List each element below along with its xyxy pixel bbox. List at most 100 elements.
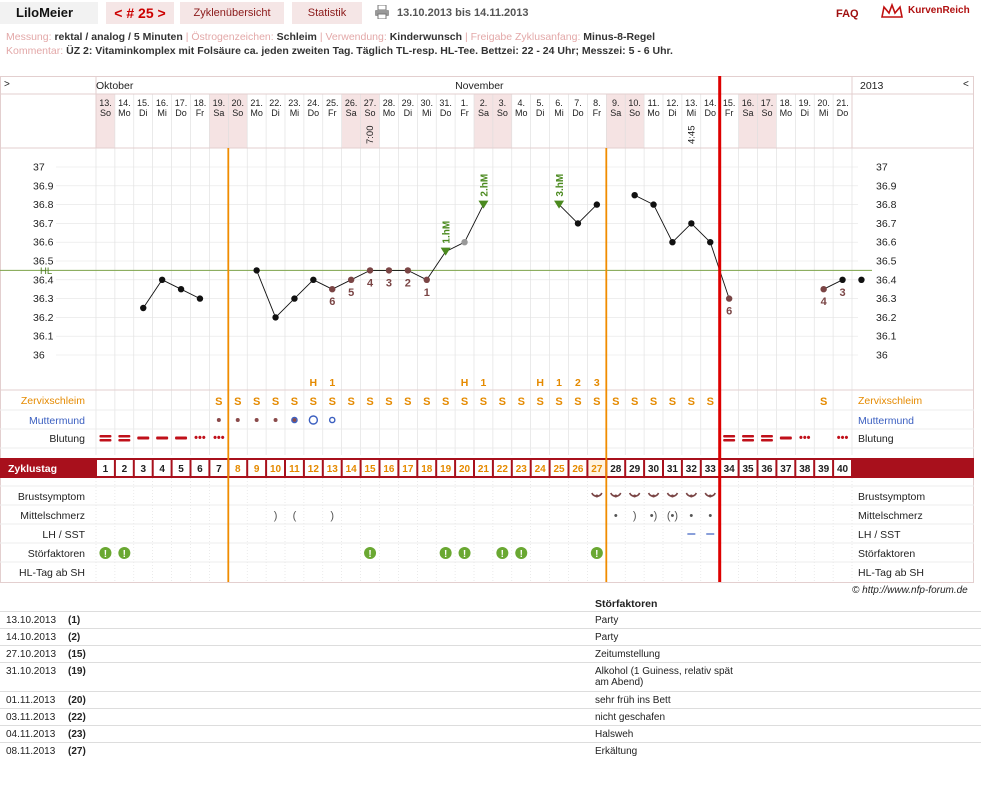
- day-number: 25.: [326, 98, 339, 108]
- peak-label: 1: [329, 377, 335, 389]
- temp-point: [688, 220, 695, 227]
- disturbance-icon-mark: !: [520, 549, 523, 560]
- weekday-label: Di: [668, 108, 677, 118]
- tab-cycle-overview[interactable]: Zyklenübersicht: [180, 2, 284, 24]
- y-tick-right: 36.4: [876, 274, 897, 286]
- nav-right-button: <: [963, 79, 969, 90]
- day-number: 31.: [439, 98, 452, 108]
- cycle-day-label: Zyklustag: [8, 463, 57, 475]
- cycle-day-cell: [286, 460, 303, 476]
- day-number: 29.: [402, 98, 415, 108]
- low-count-label: 4: [367, 277, 374, 289]
- row-label-left: Zervixschleim: [21, 395, 85, 407]
- peak-label: H: [536, 377, 544, 389]
- weekday-label: Fr: [196, 108, 205, 118]
- month-label: Oktober: [96, 80, 134, 92]
- weekday-label: Do: [308, 108, 320, 118]
- disturbance-cycle-day: (1): [68, 615, 81, 626]
- bleeding-mark: [760, 439, 773, 442]
- printer-icon[interactable]: [374, 5, 390, 19]
- y-tick-right: 36.1: [876, 331, 897, 343]
- disturbance-text: Party: [595, 615, 619, 626]
- cycle-day-number: 31: [667, 464, 679, 475]
- cycle-day-cell: [342, 460, 360, 476]
- row-label-left: HL-Tag ab SH: [19, 567, 85, 579]
- cycle-day-number: 3: [140, 464, 146, 475]
- bleeding-mark: •••: [837, 432, 849, 444]
- coverline-label: HL: [40, 266, 52, 277]
- cycle-day-number: 38: [799, 464, 811, 475]
- row-label-right: Mittelschmerz: [858, 510, 923, 522]
- cycle-day-cell: [323, 460, 341, 476]
- day-number: 17.: [761, 98, 774, 108]
- brand-logo[interactable]: KurvenReich: [908, 5, 970, 16]
- faq-link[interactable]: FAQ: [836, 8, 859, 20]
- day-number: 12.: [666, 98, 679, 108]
- weekday-label: Mo: [515, 108, 528, 118]
- day-number: 6.: [555, 98, 563, 108]
- day-number: 13.: [99, 98, 112, 108]
- year-label: 2013: [860, 80, 884, 92]
- weekend-shade: [228, 94, 248, 148]
- y-tick-right: 36: [876, 350, 888, 362]
- low-count-label: 6: [726, 306, 732, 318]
- mucus-symbol: S: [442, 396, 449, 408]
- bleeding-mark: [99, 439, 112, 442]
- cycle-day-cell: [701, 460, 719, 476]
- weekday-label: Do: [837, 108, 849, 118]
- disturbance-row: 01.11.2013 (20) sehr früh ins Bett: [0, 691, 981, 708]
- weekday-label: Mo: [383, 108, 396, 118]
- bleeding-mark: •••: [213, 432, 225, 444]
- disturbance-row: 04.11.2013 (23) Halsweh: [0, 725, 981, 742]
- weekday-label: Mo: [118, 108, 131, 118]
- disturbance-icon-mark: !: [595, 549, 598, 560]
- crown-logo-icon[interactable]: [880, 3, 904, 21]
- disturbance-icon: [439, 547, 452, 559]
- cervix-marker: [328, 416, 336, 424]
- mucus-symbol: S: [272, 396, 279, 408]
- cycle-day-number: 35: [742, 464, 754, 475]
- disturbance-icon: [118, 547, 131, 559]
- row-label-right: Muttermund: [858, 415, 914, 427]
- weekday-label: Mi: [157, 108, 167, 118]
- y-tick-left: 36.6: [33, 237, 54, 249]
- disturbance-text: Erkältung: [595, 746, 638, 757]
- disturbance-text: sehr früh ins Bett: [595, 695, 671, 706]
- weekday-label: Mo: [780, 108, 793, 118]
- low-count-label: 4: [821, 296, 828, 308]
- cycle-day-number: 13: [327, 464, 339, 475]
- mucus-symbol: S: [215, 396, 222, 408]
- weekend-shade: [209, 94, 229, 148]
- user-name[interactable]: LiloMeier: [0, 2, 98, 24]
- cycle-day-number: 32: [686, 464, 698, 475]
- cycle-day-number: 34: [724, 464, 736, 475]
- disturbance-cycle-day: (20): [68, 695, 86, 706]
- temp-segment: [275, 298, 295, 318]
- temp-segment: [313, 279, 333, 290]
- cycle-day-number: 4: [159, 464, 165, 475]
- disturbance-icon-mark: !: [501, 549, 504, 560]
- high-count-label: 2.hM: [479, 174, 490, 197]
- breast-symptom-icon: [595, 494, 599, 498]
- cycle-day-cell: [607, 460, 625, 476]
- disturbance-cycle-day: (19): [68, 666, 86, 677]
- row-label-left: Mittelschmerz: [20, 510, 85, 522]
- bleeding-mark: [137, 436, 150, 440]
- mittelschmerz-mark: ): [330, 510, 334, 522]
- temp-segment: [672, 223, 692, 243]
- day-number: 23.: [288, 98, 301, 108]
- mittelschmerz-mark: •: [689, 510, 693, 522]
- weekday-label: Sa: [213, 108, 224, 118]
- weekend-shade: [492, 94, 512, 148]
- tab-statistics[interactable]: Statistik: [292, 2, 362, 24]
- cycle-day-number: 26: [572, 464, 584, 475]
- day-number: 28.: [383, 98, 396, 108]
- cycle-day-cell: [437, 460, 455, 476]
- cycle-number-nav[interactable]: < # 25 >: [106, 2, 174, 24]
- cycle-day-cell: [418, 460, 436, 476]
- mucus-symbol: S: [593, 396, 600, 408]
- mucus-symbol: S: [518, 396, 525, 408]
- row-label-right: Störfaktoren: [858, 548, 915, 560]
- bleeding-mark: [742, 435, 755, 438]
- day-number: 15.: [723, 98, 736, 108]
